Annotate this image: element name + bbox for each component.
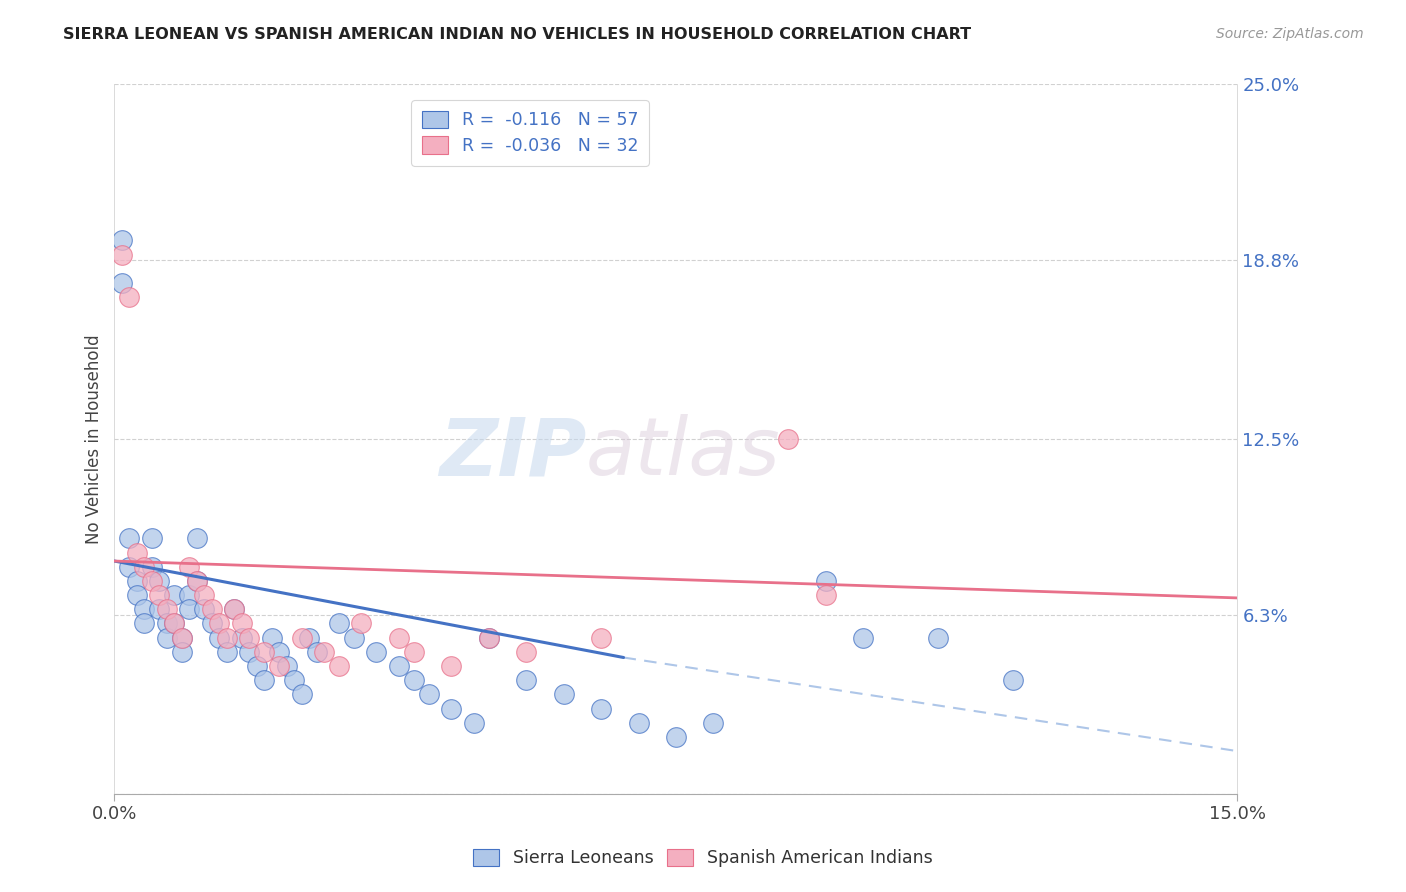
Point	[215, 645, 238, 659]
Point	[193, 588, 215, 602]
Point	[246, 659, 269, 673]
Point	[163, 588, 186, 602]
Point	[388, 631, 411, 645]
Point	[118, 559, 141, 574]
Point	[814, 574, 837, 588]
Point	[778, 432, 800, 446]
Point	[269, 659, 291, 673]
Point	[269, 645, 291, 659]
Point	[253, 673, 276, 688]
Point	[193, 602, 215, 616]
Point	[343, 631, 366, 645]
Point	[276, 659, 298, 673]
Point	[156, 631, 179, 645]
Point	[478, 631, 501, 645]
Point	[702, 715, 724, 730]
Point	[260, 631, 283, 645]
Point	[515, 673, 537, 688]
Point	[231, 631, 253, 645]
Point	[1001, 673, 1024, 688]
Point	[478, 631, 501, 645]
Point	[224, 602, 246, 616]
Point	[179, 588, 201, 602]
Point	[665, 730, 688, 744]
Point	[118, 290, 141, 304]
Point	[163, 616, 186, 631]
Point	[125, 574, 148, 588]
Point	[927, 631, 949, 645]
Point	[291, 687, 314, 701]
Point	[814, 588, 837, 602]
Point	[238, 645, 260, 659]
Point	[163, 616, 186, 631]
Point	[283, 673, 305, 688]
Point	[402, 645, 425, 659]
Point	[134, 602, 156, 616]
Point	[148, 602, 170, 616]
Point	[553, 687, 575, 701]
Point	[208, 631, 231, 645]
Point	[440, 701, 463, 715]
Point	[170, 631, 193, 645]
Point	[852, 631, 875, 645]
Point	[591, 631, 613, 645]
Point	[125, 588, 148, 602]
Point	[186, 574, 208, 588]
Point	[591, 701, 613, 715]
Point	[148, 588, 170, 602]
Point	[208, 616, 231, 631]
Point	[179, 602, 201, 616]
Point	[238, 631, 260, 645]
Legend: R =  -0.116   N = 57, R =  -0.036   N = 32: R = -0.116 N = 57, R = -0.036 N = 32	[412, 100, 648, 166]
Point	[170, 645, 193, 659]
Point	[111, 276, 134, 290]
Point	[224, 602, 246, 616]
Point	[141, 574, 163, 588]
Point	[231, 616, 253, 631]
Point	[125, 545, 148, 559]
Point	[134, 559, 156, 574]
Point	[305, 645, 328, 659]
Point	[201, 602, 224, 616]
Legend: Sierra Leoneans, Spanish American Indians: Sierra Leoneans, Spanish American Indian…	[465, 842, 941, 874]
Point	[402, 673, 425, 688]
Point	[312, 645, 335, 659]
Point	[201, 616, 224, 631]
Point	[388, 659, 411, 673]
Point	[291, 631, 314, 645]
Point	[134, 616, 156, 631]
Point	[350, 616, 373, 631]
Point	[170, 631, 193, 645]
Text: ZIP: ZIP	[439, 414, 586, 492]
Point	[179, 559, 201, 574]
Point	[156, 602, 179, 616]
Point	[111, 234, 134, 248]
Point	[440, 659, 463, 673]
Point	[515, 645, 537, 659]
Point	[627, 715, 650, 730]
Point	[328, 616, 350, 631]
Point	[156, 616, 179, 631]
Point	[418, 687, 440, 701]
Point	[215, 631, 238, 645]
Point	[141, 532, 163, 546]
Text: Source: ZipAtlas.com: Source: ZipAtlas.com	[1216, 27, 1364, 41]
Point	[111, 247, 134, 261]
Point	[186, 532, 208, 546]
Point	[253, 645, 276, 659]
Point	[366, 645, 388, 659]
Point	[148, 574, 170, 588]
Y-axis label: No Vehicles in Household: No Vehicles in Household	[86, 334, 103, 544]
Point	[141, 559, 163, 574]
Point	[186, 574, 208, 588]
Point	[463, 715, 485, 730]
Point	[328, 659, 350, 673]
Text: SIERRA LEONEAN VS SPANISH AMERICAN INDIAN NO VEHICLES IN HOUSEHOLD CORRELATION C: SIERRA LEONEAN VS SPANISH AMERICAN INDIA…	[63, 27, 972, 42]
Point	[298, 631, 321, 645]
Point	[118, 532, 141, 546]
Text: atlas: atlas	[586, 414, 780, 492]
